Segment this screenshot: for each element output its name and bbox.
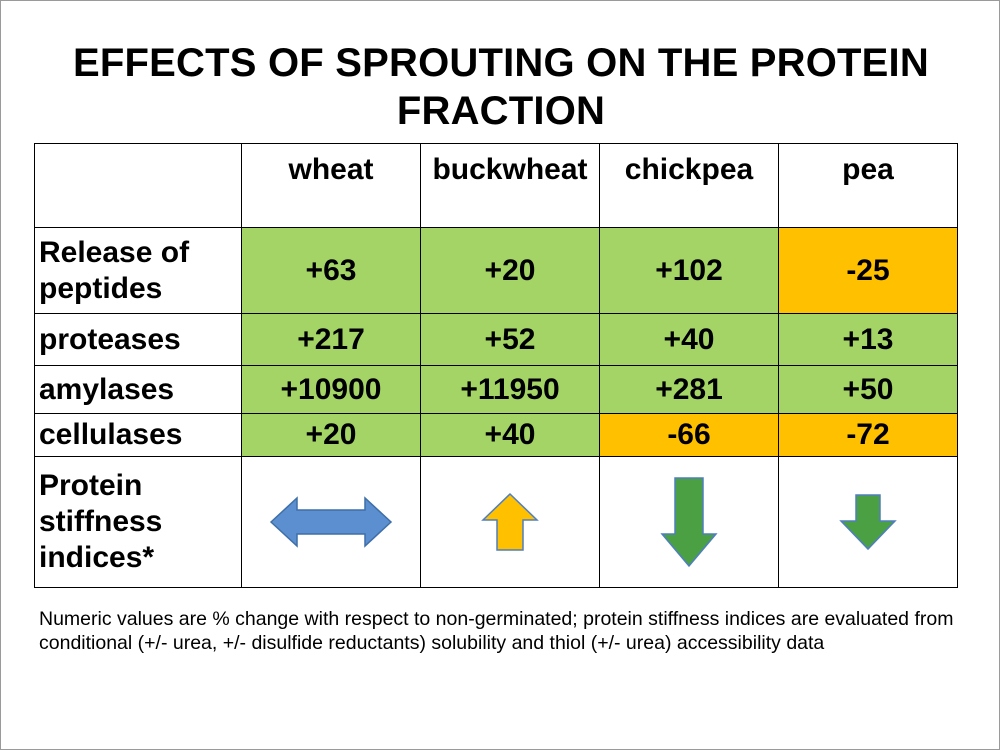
row-label: amylases <box>34 365 242 414</box>
value-cell: +281 <box>599 365 779 414</box>
down-arrow-icon <box>839 494 897 551</box>
column-header-pea: pea <box>778 143 958 228</box>
value-cell: +20 <box>420 227 600 314</box>
footnote: Numeric values are % change with respect… <box>39 608 954 654</box>
value-cell: +11950 <box>420 365 600 414</box>
up-arrow-icon <box>481 492 539 551</box>
table-row-release-of-peptides: Release of peptides +63 +20 +102 -25 <box>34 227 958 314</box>
value-cell: +40 <box>420 413 600 457</box>
column-header-buckwheat: buckwheat <box>420 143 600 228</box>
row-label: Release of peptides <box>34 227 242 314</box>
stiffness-cell-chickpea <box>599 456 779 588</box>
value-cell: +13 <box>778 313 958 366</box>
stiffness-cell-wheat <box>241 456 421 588</box>
value-cell: +10900 <box>241 365 421 414</box>
table-row-proteases: proteases +217 +52 +40 +13 <box>34 313 958 366</box>
table-row-protein-stiffness: Protein stiffness indices* <box>34 456 958 588</box>
stiffness-cell-pea <box>778 456 958 588</box>
value-cell: -25 <box>778 227 958 314</box>
value-cell: +217 <box>241 313 421 366</box>
table-row-cellulases: cellulases +20 +40 -66 -72 <box>34 413 958 457</box>
double-horizontal-arrow-icon <box>269 496 393 548</box>
value-cell: +20 <box>241 413 421 457</box>
column-header-chickpea: chickpea <box>599 143 779 228</box>
column-header-wheat: wheat <box>241 143 421 228</box>
down-arrow-icon <box>660 477 718 568</box>
row-label: Protein stiffness indices* <box>34 456 242 588</box>
table-header-row: wheat buckwheat chickpea pea <box>34 143 958 228</box>
corner-cell <box>34 143 242 228</box>
value-cell: -66 <box>599 413 779 457</box>
value-cell: +52 <box>420 313 600 366</box>
row-label: proteases <box>34 313 242 366</box>
value-cell: +102 <box>599 227 779 314</box>
sprouting-effects-table: wheat buckwheat chickpea pea Release of … <box>34 143 958 588</box>
value-cell: -72 <box>778 413 958 457</box>
value-cell: +40 <box>599 313 779 366</box>
table-row-amylases: amylases +10900 +11950 +281 +50 <box>34 365 958 414</box>
value-cell: +63 <box>241 227 421 314</box>
stiffness-cell-buckwheat <box>420 456 600 588</box>
row-label: cellulases <box>34 413 242 457</box>
slide-title: EFFECTS OF SPROUTING ON THE PROTEIN FRAC… <box>73 41 929 133</box>
value-cell: +50 <box>778 365 958 414</box>
